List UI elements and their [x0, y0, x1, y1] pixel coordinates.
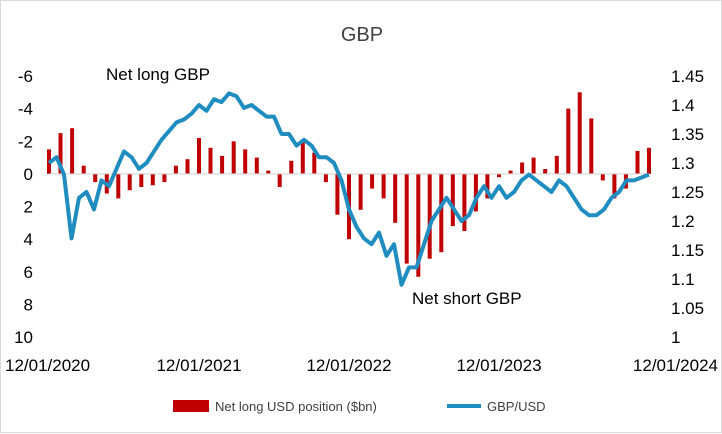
x-tick-2: 12/01/2022	[306, 356, 391, 375]
right-tick-8: 1.05	[671, 299, 704, 318]
right-tick-3: 1.3	[671, 154, 695, 173]
right-tick-2: 1.35	[671, 125, 704, 144]
gbpusd-line	[47, 91, 650, 287]
bar-36	[462, 173, 467, 231]
right-tick-1: 1.4	[671, 96, 695, 115]
left-tick-5: 4	[24, 230, 33, 249]
x-tick-1: 12/01/2021	[156, 356, 241, 375]
bar-31	[404, 173, 409, 264]
bar-41	[520, 162, 525, 174]
bar-4	[93, 173, 98, 183]
left-axis-ticks: -6 -4 -2 0 2 4 6 8 10	[14, 67, 33, 347]
bar-47	[589, 118, 594, 174]
bar-22	[300, 141, 305, 174]
bar-34	[439, 173, 444, 253]
bar-37	[473, 173, 478, 212]
annotation-net-long: Net long GBP	[106, 65, 210, 84]
bar-2	[70, 128, 75, 174]
bar-8	[139, 173, 144, 187]
right-axis-ticks: 1.45 1.4 1.35 1.3 1.25 1.2 1.15 1.1 1.05 1	[671, 67, 704, 347]
bar-39	[497, 173, 501, 178]
legend-bar-swatch	[173, 400, 209, 412]
left-tick-0: -6	[18, 67, 33, 86]
bar-12	[185, 159, 190, 174]
bar-25	[335, 173, 340, 215]
bar-1	[58, 133, 63, 174]
left-tick-7: 8	[24, 295, 33, 314]
bar-35	[450, 173, 455, 227]
bar-18	[254, 157, 259, 174]
chart-title: GBP	[341, 24, 383, 46]
right-tick-9: 1	[671, 328, 680, 347]
bar-32	[416, 173, 421, 277]
bar-44	[554, 155, 559, 174]
bar-38	[485, 173, 490, 199]
bar-17	[243, 149, 248, 174]
bar-16	[231, 141, 236, 174]
x-axis-ticks: 12/01/2020 12/01/2021 12/01/2022 12/01/2023…	[5, 356, 718, 375]
right-tick-4: 1.25	[671, 183, 704, 202]
line-series	[47, 91, 650, 287]
bar-42	[531, 157, 536, 174]
bar-51	[635, 151, 640, 174]
bar-30	[393, 173, 398, 223]
bar-3	[81, 165, 86, 174]
right-tick-6: 1.15	[671, 241, 704, 260]
bar-9	[150, 173, 155, 186]
bar-10	[162, 173, 167, 183]
bar-23	[312, 152, 317, 174]
bar-48	[600, 173, 605, 181]
bar-19	[266, 170, 271, 174]
bar-13	[197, 138, 201, 174]
legend-line-label: GBP/USD	[487, 399, 546, 414]
bar-14	[208, 147, 213, 174]
x-tick-0: 12/01/2020	[5, 356, 90, 375]
bar-43	[543, 169, 548, 174]
bar-52	[647, 147, 651, 174]
bar-28	[370, 173, 375, 189]
bar-15	[220, 155, 225, 174]
bar-33	[427, 173, 432, 259]
left-tick-1: -4	[18, 100, 33, 119]
left-tick-6: 6	[24, 263, 33, 282]
x-tick-4: 12/01/2024	[633, 356, 718, 375]
left-tick-4: 2	[24, 198, 33, 217]
right-tick-0: 1.45	[671, 67, 704, 86]
bar-20	[277, 173, 282, 187]
left-tick-3: 0	[24, 165, 33, 184]
bar-11	[173, 165, 178, 174]
bar-27	[358, 173, 363, 210]
left-tick-2: -2	[18, 132, 33, 151]
bar-46	[577, 92, 582, 174]
right-tick-7: 1.1	[671, 270, 695, 289]
bar-6	[116, 173, 121, 199]
bar-40	[508, 170, 513, 174]
bar-21	[289, 160, 294, 174]
bar-45	[566, 108, 571, 174]
bar-29	[381, 173, 386, 199]
bar-49	[612, 173, 617, 199]
x-tick-3: 12/01/2023	[456, 356, 541, 375]
right-tick-5: 1.2	[671, 212, 695, 231]
annotation-net-short: Net short GBP	[412, 289, 522, 308]
legend-bar-label: Net long USD position ($bn)	[215, 399, 377, 414]
left-tick-8: 10	[14, 328, 33, 347]
bar-24	[323, 173, 328, 183]
bar-series	[47, 92, 651, 277]
bar-7	[127, 173, 132, 191]
legend: Net long USD position ($bn) GBP/USD	[173, 399, 546, 414]
